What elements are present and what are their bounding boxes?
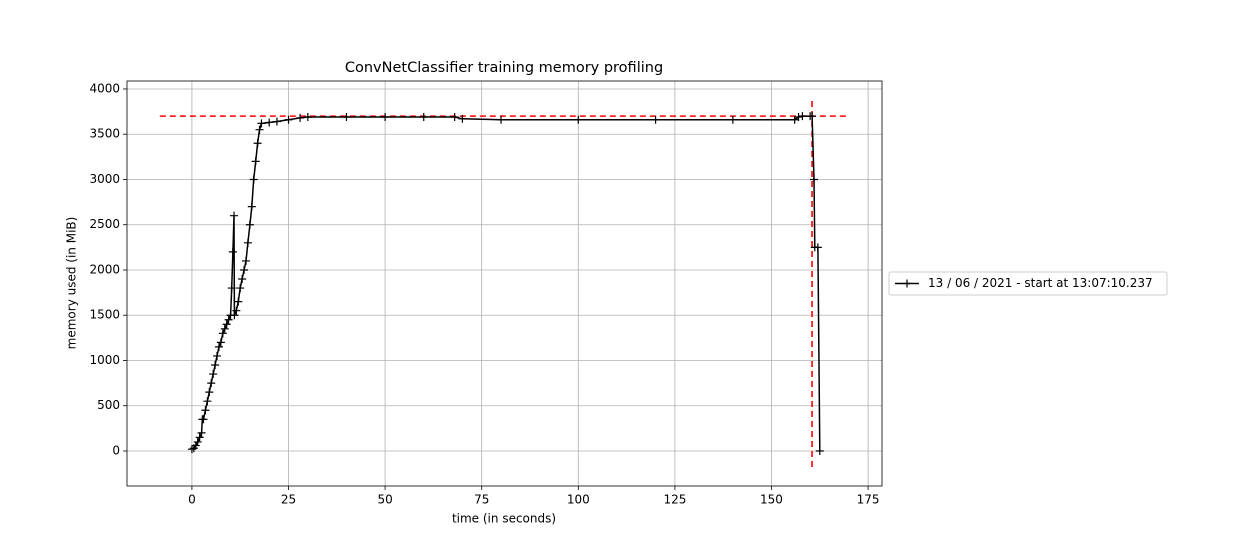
data-point <box>240 265 249 274</box>
data-point <box>222 320 231 329</box>
data-point <box>247 202 256 211</box>
data-point <box>249 175 258 184</box>
data-point <box>224 315 233 324</box>
x-tick-label: 25 <box>281 493 296 507</box>
data-point <box>205 388 214 397</box>
data-point <box>197 428 206 437</box>
legend-label: 13 / 06 / 2021 - start at 13:07:10.237 <box>928 276 1153 290</box>
data-point <box>728 115 737 124</box>
data-point <box>296 113 305 122</box>
x-tick-label: 100 <box>567 493 590 507</box>
data-point <box>238 275 247 284</box>
x-tick-label: 50 <box>377 493 392 507</box>
data-point <box>251 157 260 166</box>
grid <box>127 81 882 486</box>
y-tick-label: 1000 <box>89 353 120 367</box>
data-point <box>815 446 824 455</box>
y-tick-label: 1500 <box>89 308 120 322</box>
data-point <box>242 256 251 265</box>
data-point <box>272 117 281 126</box>
y-axis-label: memory used (in MiB) <box>65 217 79 350</box>
data-point <box>303 113 312 122</box>
data-point <box>207 379 216 388</box>
legend-box <box>888 271 1168 296</box>
data-point <box>187 445 196 454</box>
data-point <box>458 114 467 123</box>
data-point <box>232 306 241 315</box>
data-point <box>243 238 252 247</box>
data-point <box>236 284 245 293</box>
data-point <box>191 441 200 450</box>
x-tick-label: 175 <box>857 493 880 507</box>
x-tick-label: 75 <box>474 493 489 507</box>
data-point <box>419 113 428 122</box>
y-tick-label: 2500 <box>89 217 120 231</box>
data-point <box>497 115 506 124</box>
data-point <box>216 338 225 347</box>
data-point <box>284 115 293 124</box>
data-point <box>255 125 264 134</box>
data-point <box>651 115 660 124</box>
data-point <box>213 351 222 360</box>
data-point <box>230 211 239 220</box>
data-point <box>227 284 236 293</box>
data-point <box>253 139 262 148</box>
data-point <box>245 220 254 229</box>
y-tick-label: 3500 <box>89 127 120 141</box>
y-tick-label: 500 <box>97 398 120 412</box>
data-point <box>209 370 218 379</box>
data-point <box>265 118 274 127</box>
axes-frame <box>126 80 883 487</box>
data-point <box>808 112 817 121</box>
data-point <box>211 360 220 369</box>
x-tick-label: 125 <box>663 493 686 507</box>
y-tick-label: 3000 <box>89 172 120 186</box>
data-point <box>193 437 202 446</box>
x-axis-label: time (in seconds) <box>452 512 556 526</box>
data-point <box>813 243 822 252</box>
x-tick-label: 0 <box>188 493 196 507</box>
data-line <box>191 115 821 452</box>
data-point <box>199 415 208 424</box>
data-point <box>798 112 807 121</box>
chart-title: ConvNetClassifier training memory profil… <box>345 60 663 76</box>
x-tick-label: 150 <box>760 493 783 507</box>
plot-area <box>159 98 848 467</box>
y-tick-label: 2000 <box>89 262 120 276</box>
data-point <box>195 433 204 442</box>
y-tick-label: 4000 <box>89 81 120 95</box>
data-point <box>214 342 223 351</box>
data-point <box>234 297 243 306</box>
data-point <box>218 329 227 338</box>
legend-marker <box>903 279 911 288</box>
y-tick-label: 0 <box>112 443 120 457</box>
data-point <box>381 113 390 122</box>
data-point <box>257 119 266 128</box>
data-point <box>809 175 818 184</box>
data-point <box>574 115 583 124</box>
data-point <box>220 324 229 333</box>
data-point <box>342 113 351 122</box>
legend: 13 / 06 / 2021 - start at 13:07:10.237 <box>888 271 1168 296</box>
data-point <box>230 311 239 320</box>
data-point <box>228 247 237 256</box>
data-point <box>794 113 803 122</box>
data-point <box>203 397 212 406</box>
data-point <box>450 113 459 122</box>
data-point <box>201 406 210 415</box>
